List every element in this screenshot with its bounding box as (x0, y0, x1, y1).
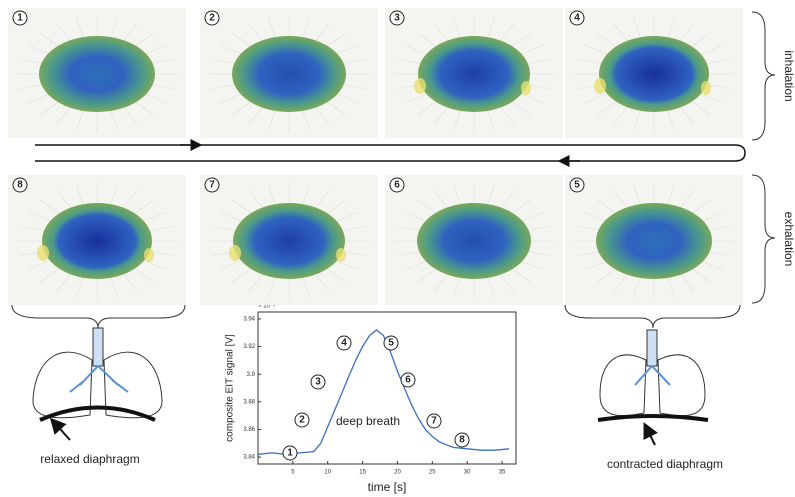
brace (751, 174, 776, 304)
eit-image (233, 203, 345, 279)
y-label: composite EIT signal [V] (225, 334, 236, 442)
marker-label: 7 (431, 416, 437, 427)
panel-number: 1 (17, 13, 23, 24)
eit-image (417, 203, 531, 279)
marker-circle (400, 372, 416, 388)
signal-line (257, 329, 510, 455)
lungs-contracted (597, 329, 709, 446)
x-label: time [s] (368, 480, 407, 494)
hotspot (37, 245, 49, 261)
panel-number-circle (389, 177, 405, 193)
marker-label: 2 (299, 415, 305, 426)
lungs-relaxed (32, 327, 163, 441)
eit-image (39, 36, 155, 112)
panel-number-circle (569, 177, 585, 193)
caption: relaxed diaphragm (40, 452, 139, 466)
hotspot (701, 81, 711, 95)
y-tick-label: 3.86 (243, 427, 255, 433)
side-label: exhalation (782, 212, 795, 267)
marker-circle (383, 335, 399, 351)
x-tick-label: 20 (394, 470, 401, 476)
hotspot (144, 248, 154, 262)
y-tick-label: 3.84 (243, 455, 255, 461)
panel-number: 7 (209, 180, 215, 191)
brace (751, 11, 776, 141)
hotspot (414, 78, 426, 94)
panel-number-circle (12, 177, 28, 193)
hotspot (229, 245, 241, 261)
panel-number: 3 (394, 13, 400, 24)
plot-frame (257, 311, 517, 465)
marker-circle (282, 445, 298, 461)
marker-circle (426, 413, 442, 429)
eit-image (232, 36, 346, 112)
marker-label: 5 (388, 338, 394, 349)
caption: contracted diaphragm (607, 457, 723, 471)
annotation: deep breath (336, 414, 400, 428)
x-tick-label: 35 (499, 470, 506, 476)
panel-number: 6 (394, 180, 400, 191)
panel-number: 5 (574, 180, 580, 191)
hotspot (336, 248, 346, 262)
panel-number-circle (12, 10, 28, 26)
x-tick-label: 10 (324, 470, 331, 476)
panel-number: 4 (574, 13, 580, 24)
marker-label: 1 (287, 448, 293, 459)
y-tick-label: 3.9 (247, 372, 256, 378)
exponent: × 10⁻³ (258, 304, 275, 310)
side-label: inhalation (782, 50, 795, 101)
marker-label: 3 (315, 377, 321, 388)
x-tick-label: 25 (429, 470, 436, 476)
eit-image (599, 36, 709, 112)
y-tick-label: 3.92 (243, 344, 255, 350)
hotspot (594, 78, 606, 94)
eit-image (418, 36, 530, 112)
x-tick-label: 30 (464, 470, 471, 476)
panel-number-circle (204, 177, 220, 193)
brace (11, 304, 186, 329)
panel-number-circle (204, 10, 220, 26)
marker-label: 4 (341, 338, 347, 349)
marker-label: 8 (459, 435, 465, 446)
x-tick-label: 15 (359, 470, 366, 476)
x-tick-label: 5 (291, 470, 295, 476)
flow-line (35, 144, 746, 162)
panel-number: 2 (209, 13, 215, 24)
y-tick-label: 3.88 (243, 399, 255, 405)
marker-circle (336, 335, 352, 351)
panel-number-circle (569, 10, 585, 26)
marker-circle (294, 412, 310, 428)
panel-number: 8 (17, 180, 23, 191)
hotspot (521, 81, 531, 95)
eit-image (42, 203, 152, 279)
marker-label: 6 (405, 375, 411, 386)
marker-circle (454, 432, 470, 448)
eit-image (596, 203, 712, 279)
y-tick-label: 3.94 (243, 316, 255, 322)
panel-number-circle (389, 10, 405, 26)
marker-circle (310, 374, 326, 390)
brace (564, 304, 741, 329)
